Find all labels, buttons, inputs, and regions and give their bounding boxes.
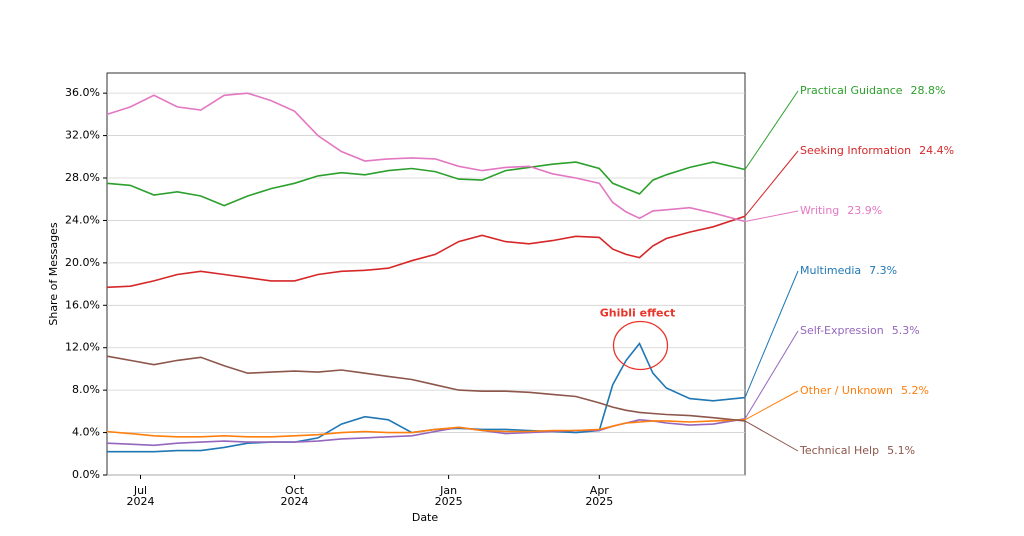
end-value-label: 5.1% — [887, 444, 915, 457]
series-name: Writing — [800, 204, 839, 217]
annotation-text: Ghibli effect — [600, 306, 676, 319]
end-label: Self-Expression 5.3% — [800, 324, 920, 337]
series-line — [106, 92, 746, 223]
end-value-label: 5.2% — [901, 384, 929, 397]
series-name: Practical Guidance — [800, 84, 903, 97]
label-connector — [744, 390, 799, 421]
series-name: Other / Unknown — [800, 384, 893, 397]
series-name: Technical Help — [799, 444, 879, 457]
label-connector — [744, 330, 799, 420]
label-connector — [744, 420, 799, 452]
y-tick-label: 8.0% — [72, 383, 100, 396]
end-label: Practical Guidance 28.8% — [800, 84, 945, 97]
y-tick-label: 16.0% — [65, 298, 100, 311]
label-connector — [744, 210, 799, 222]
y-tick-label: 12.0% — [65, 341, 100, 354]
end-label: Multimedia 7.3% — [800, 264, 897, 277]
x-tick-label: Oct 2024 — [280, 484, 309, 508]
y-tick-label: 32.0% — [65, 129, 100, 142]
annotation-circle — [612, 320, 669, 371]
y-tick-label: 36.0% — [65, 86, 100, 99]
series-line — [106, 418, 746, 447]
y-tick-label: 4.0% — [72, 426, 100, 439]
end-value-label: 24.4% — [919, 144, 954, 157]
series-name: Multimedia — [800, 264, 861, 277]
series-line — [106, 215, 746, 289]
x-tick-label: Apr 2025 — [585, 484, 614, 508]
end-value-label: 7.3% — [869, 264, 897, 277]
end-label: Seeking Information 24.4% — [800, 144, 954, 157]
end-label: Writing 23.9% — [800, 204, 882, 217]
y-tick-label: 28.0% — [65, 171, 100, 184]
series-name: Seeking Information — [800, 144, 911, 157]
y-tick-label: 20.0% — [65, 256, 100, 269]
x-axis-label: Date — [412, 511, 439, 524]
series-line — [106, 419, 746, 438]
y-tick-label: 0.0% — [72, 468, 100, 481]
end-label: Technical Help 5.1% — [799, 444, 915, 457]
plot-frame — [106, 72, 746, 476]
series-line — [106, 355, 746, 422]
end-value-label: 23.9% — [847, 204, 882, 217]
y-tick-label: 24.0% — [65, 213, 100, 226]
series-line — [107, 341, 746, 453]
label-connector — [744, 150, 799, 217]
series-line — [106, 161, 746, 207]
x-tick-label: Jul 2024 — [126, 484, 155, 508]
x-tick-label: Jan 2025 — [434, 484, 463, 508]
series-name: Self-Expression — [800, 324, 884, 337]
end-label: Other / Unknown 5.2% — [800, 384, 929, 397]
label-connector — [744, 90, 799, 170]
end-value-label: 28.8% — [911, 84, 946, 97]
y-axis-label: Share of Messages — [47, 222, 60, 326]
end-value-label: 5.3% — [892, 324, 920, 337]
label-connector — [744, 270, 799, 398]
